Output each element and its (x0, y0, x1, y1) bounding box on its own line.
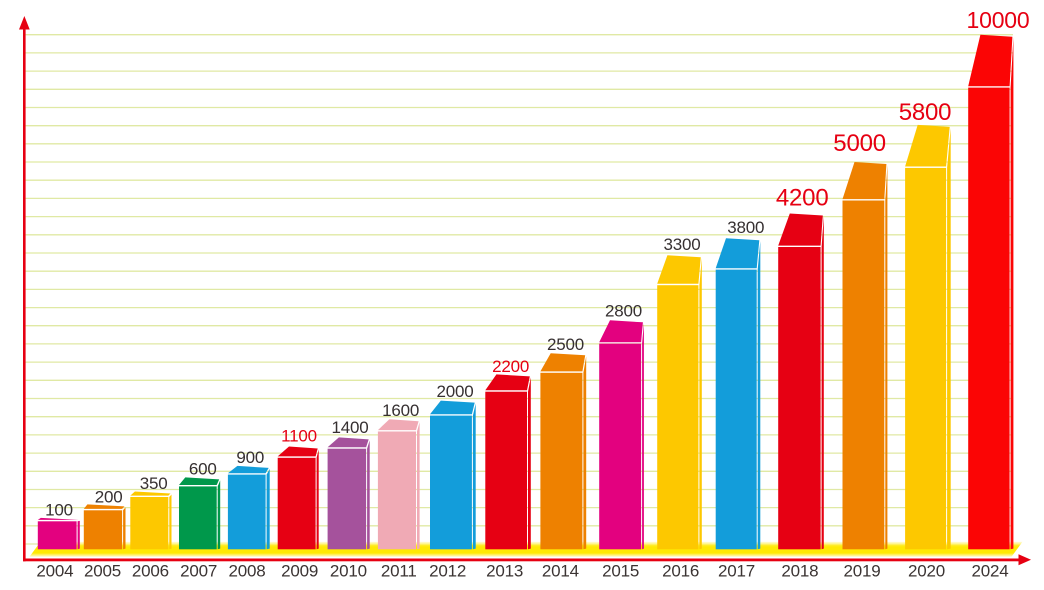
svg-text:2500: 2500 (547, 335, 584, 354)
svg-text:2009: 2009 (281, 562, 318, 581)
svg-text:2007: 2007 (180, 562, 217, 581)
svg-text:2015: 2015 (602, 562, 639, 581)
svg-text:2008: 2008 (228, 562, 265, 581)
svg-text:2024: 2024 (971, 562, 1008, 581)
svg-text:5800: 5800 (899, 99, 952, 126)
svg-text:2019: 2019 (843, 562, 880, 581)
svg-text:2010: 2010 (330, 562, 367, 581)
svg-text:2012: 2012 (429, 562, 466, 581)
svg-text:2016: 2016 (662, 562, 699, 581)
svg-text:5000: 5000 (833, 130, 886, 157)
svg-text:2018: 2018 (781, 562, 818, 581)
svg-text:2004: 2004 (36, 562, 73, 581)
svg-text:2020: 2020 (908, 562, 945, 581)
svg-text:3300: 3300 (663, 235, 700, 254)
svg-text:2005: 2005 (84, 562, 121, 581)
svg-text:2013: 2013 (486, 562, 523, 581)
svg-text:1100: 1100 (281, 426, 317, 445)
svg-text:2200: 2200 (492, 357, 529, 376)
svg-text:4200: 4200 (776, 184, 829, 211)
svg-text:2006: 2006 (132, 562, 169, 581)
svg-text:200: 200 (95, 488, 123, 507)
svg-text:1400: 1400 (331, 418, 368, 437)
svg-text:600: 600 (189, 459, 217, 478)
svg-text:2011: 2011 (381, 562, 417, 581)
svg-text:1600: 1600 (382, 401, 419, 420)
svg-text:900: 900 (236, 448, 264, 467)
svg-text:3800: 3800 (727, 218, 764, 237)
svg-text:350: 350 (140, 474, 168, 493)
svg-text:2017: 2017 (718, 562, 755, 581)
svg-text:2014: 2014 (542, 562, 579, 581)
svg-text:2800: 2800 (605, 302, 642, 321)
svg-text:10000: 10000 (967, 7, 1030, 33)
svg-text:2000: 2000 (436, 382, 473, 401)
svg-text:100: 100 (45, 501, 73, 520)
